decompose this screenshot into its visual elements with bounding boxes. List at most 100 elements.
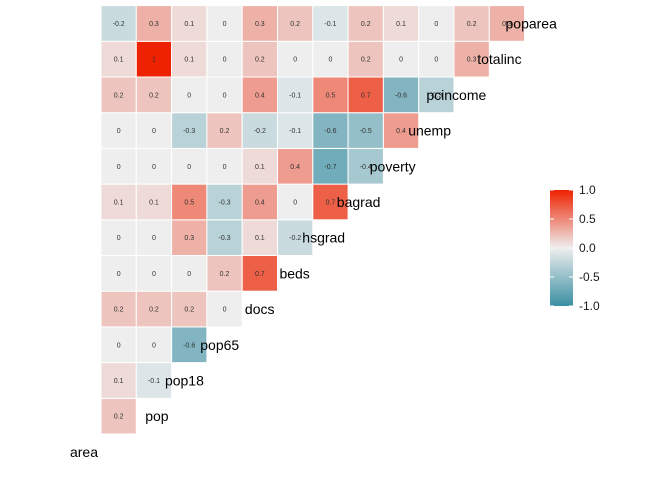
cell-value-label: 0.2 — [361, 57, 371, 64]
cell-value-label: 0.4 — [290, 164, 300, 171]
cell-value-label: 0.3 — [502, 21, 512, 28]
heatmap-cell-totalinc-area — [100, 40, 137, 78]
cell-value-label: 0.3 — [255, 21, 265, 28]
heatmap-cell-pcincome-pop — [135, 76, 173, 114]
cell-value-label: -0.2 — [254, 128, 266, 135]
cell-value-label: 0.2 — [255, 57, 265, 64]
cell-value-label: 0.1 — [114, 378, 124, 385]
cell-value-label: 0.2 — [220, 271, 230, 278]
cell-value-label: 0.7 — [326, 199, 336, 206]
variable-label-pop65: pop65 — [200, 337, 239, 353]
legend-colorbar — [550, 190, 573, 306]
cell-value-label: 0.2 — [290, 21, 300, 28]
cell-value-label: 0.2 — [220, 128, 230, 135]
cell-value-label: 0.2 — [149, 92, 159, 99]
cell-value-label: -0.6 — [183, 342, 195, 349]
heatmap-cell-poparea-pop — [135, 5, 173, 42]
heatmap-cell-pcincome-docs — [241, 76, 278, 114]
cell-value-label: 0.4 — [396, 128, 406, 135]
cell-value-label: 0 — [187, 271, 191, 278]
heatmap-cell-pop18-area — [100, 362, 137, 399]
cell-value-label: 0.1 — [114, 199, 124, 206]
variable-label-area: area — [70, 444, 98, 460]
heatmap-cell-poparea-unemp — [418, 5, 455, 42]
heatmap-cell-pcincome-pop65 — [206, 76, 243, 114]
cell-value-label: -0.3 — [183, 128, 195, 135]
heatmap-cell-poparea-totalinc — [488, 5, 526, 42]
cell-value-label: 0.2 — [114, 307, 124, 314]
cell-value-label: 0.2 — [149, 307, 159, 314]
legend-tick-label: 0.5 — [579, 212, 596, 226]
cell-value-label: 0.1 — [149, 199, 159, 206]
cell-value-label: 0 — [293, 57, 297, 64]
heatmap-cell-beds-docs — [241, 255, 278, 292]
heatmap-cell-pcincome-unemp — [418, 76, 455, 114]
variable-label-bagrad: bagrad — [337, 194, 381, 210]
legend-tick-label: -1.0 — [579, 299, 600, 313]
cell-value-label: 0.1 — [184, 21, 194, 28]
variable-label-pcincome: pcincome — [426, 87, 486, 103]
cell-value-label: -0.1 — [289, 92, 301, 99]
heatmap-cell-poparea-pop18 — [171, 5, 208, 42]
heatmap-cell-docs-pop65 — [206, 290, 243, 328]
heatmap-cell-hsgrad-pop18 — [171, 219, 208, 257]
cell-value-label: 0.3 — [467, 57, 477, 64]
variable-label-beds: beds — [279, 265, 309, 281]
cell-value-label: 0.2 — [114, 92, 124, 99]
cell-value-label: -0.7 — [324, 164, 336, 171]
heatmap-cell-poparea-poverty — [382, 5, 420, 42]
cell-value-label: 0.1 — [255, 164, 265, 171]
heatmap-cell-totalinc-pop65 — [206, 40, 243, 78]
cell-value-label: 0.5 — [184, 199, 194, 206]
cell-value-label: -0.2 — [113, 21, 125, 28]
cell-value-label: 0 — [223, 92, 227, 99]
heatmap-cell-docs-pop18 — [171, 290, 208, 328]
cell-value-label: -0.3 — [430, 92, 442, 99]
heatmap-cell-poverty-area — [100, 147, 137, 185]
heatmap-cell-pop-area — [100, 397, 137, 435]
heatmap-cell-poverty-bagrad — [347, 147, 384, 185]
cell-value-label: -0.5 — [360, 128, 372, 135]
cell-value-label: 0 — [399, 57, 403, 64]
heatmap-cell-poverty-beds — [277, 147, 314, 185]
variable-label-pop18: pop18 — [165, 372, 204, 388]
heatmap-cell-bagrad-hsgrad — [312, 183, 349, 221]
heatmap-cell-bagrad-pop65 — [206, 183, 243, 221]
cell-value-label: 0 — [117, 271, 121, 278]
cell-value-label: 0.2 — [467, 21, 477, 28]
variable-label-poparea: poparea — [506, 15, 558, 31]
cell-value-label: 0 — [434, 21, 438, 28]
heatmap-cell-pcincome-poverty — [382, 76, 420, 114]
cell-value-label: 0 — [152, 164, 156, 171]
cell-value-label: 0.3 — [184, 235, 194, 242]
cell-value-label: -0.3 — [219, 199, 231, 206]
heatmap-cell-bagrad-beds — [277, 183, 314, 221]
heatmap-cell-pcincome-bagrad — [347, 76, 384, 114]
variable-labels: pop pop18 pop65 docs beds hsgrad bagrad poverty… — [70, 15, 557, 459]
heatmap-cell-poparea-pcincome — [453, 5, 490, 42]
cell-value-label: 0 — [187, 92, 191, 99]
heatmap-cell-pop65-pop18 — [171, 326, 208, 364]
color-legend: 1.0 0.5 0.0 -0.5 -1.0 — [550, 183, 600, 313]
cell-value-label: 0 — [223, 164, 227, 171]
variable-label-docs: docs — [245, 301, 275, 317]
heatmap-cell-pcincome-area — [100, 76, 137, 114]
heatmap-cell-unemp-beds — [277, 112, 314, 149]
cell-value-label: 0 — [223, 307, 227, 314]
heatmap-cell-unemp-poverty — [382, 112, 420, 149]
cell-value-label: 0 — [117, 342, 121, 349]
cell-value-label: 0 — [187, 164, 191, 171]
cell-value-label: 0.3 — [149, 21, 159, 28]
cell-value-label: -0.1 — [289, 128, 301, 135]
cell-value-label: -0.6 — [395, 92, 407, 99]
heatmap-cell-hsgrad-pop65 — [206, 219, 243, 257]
variable-label-pop: pop — [145, 408, 169, 424]
cell-value-label: 0.1 — [255, 235, 265, 242]
variable-label-poverty: poverty — [370, 158, 416, 174]
variable-label-totalinc: totalinc — [477, 51, 521, 67]
heatmap-cell-totalinc-pcincome — [453, 40, 490, 78]
heatmap-cell-poverty-hsgrad — [312, 147, 349, 185]
cell-value-label: 0 — [152, 235, 156, 242]
heatmap-cell-poparea-beds — [277, 5, 314, 42]
